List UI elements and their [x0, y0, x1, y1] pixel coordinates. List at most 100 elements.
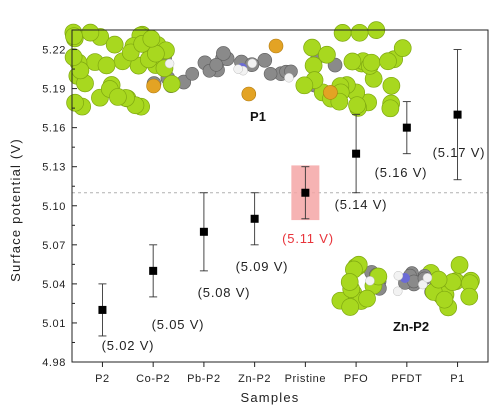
plot-frame — [71, 29, 489, 363]
data-marker — [453, 110, 462, 119]
fluorine-atom — [303, 38, 321, 57]
data-label-PFO: (5.14 V) — [335, 197, 388, 212]
y-axis-title: Surface potential (V) — [8, 138, 23, 282]
fluorine-atom — [381, 99, 400, 118]
sulfur-atom — [323, 85, 338, 100]
carbon-atom — [216, 46, 231, 61]
fluorine-atom — [348, 96, 366, 115]
molecule-picture — [331, 255, 480, 317]
fluorine-atom — [358, 289, 376, 308]
data-label-Co-P2: (5.05 V) — [152, 317, 205, 332]
data-point-Co-P2 — [149, 244, 158, 298]
x-ticks: P2 Co-P2 Pb-P2 Zn-P2 Pristine PFO PFDT P1 — [95, 362, 465, 385]
fluorine-atom — [460, 287, 479, 306]
fluorine-atom — [64, 48, 83, 66]
fluorine-atom — [343, 52, 362, 71]
data-marker — [199, 227, 208, 236]
fluorine-atom — [142, 29, 161, 48]
data-point-P1 — [453, 49, 462, 181]
molecule-label-bottom: Zn-P2 — [393, 319, 429, 334]
fluorine-atom — [379, 52, 397, 71]
y-tick-label: 5.04 — [42, 279, 66, 291]
y-tick-label: 4.98 — [42, 357, 66, 369]
hydrogen-atom — [247, 58, 257, 69]
hydrogen-atom — [164, 58, 175, 69]
fluorine-atom — [147, 44, 165, 63]
molecule-picture — [64, 21, 412, 118]
molecule-insets — [64, 21, 480, 317]
fluorine-atom — [66, 93, 84, 112]
fluorine-atom — [81, 23, 100, 42]
data-labels: (5.02 V) (5.05 V) (5.08 V) (5.09 V) (5.11 V)… — [102, 145, 486, 353]
y-tick-label: 5.19 — [42, 84, 66, 96]
fluorine-atom — [340, 273, 359, 291]
fluorine-atom — [109, 88, 127, 106]
y-tick-label: 5.07 — [42, 240, 66, 252]
hydrogen-atom — [233, 64, 243, 74]
x-tick-label: P1 — [450, 373, 465, 385]
hydrogen-atom — [418, 279, 428, 290]
fluorine-atom — [65, 27, 83, 46]
data-label-P1: (5.17 V) — [433, 145, 486, 160]
data-points — [98, 49, 462, 337]
carbon-atom — [209, 58, 224, 72]
data-point-Zn-P2 — [250, 192, 259, 246]
fluorine-atom — [162, 75, 181, 93]
data-label-PFDT: (5.16 V) — [375, 165, 428, 180]
carbon-atom — [185, 67, 200, 81]
data-label-Zn-P2: (5.09 V) — [236, 259, 289, 274]
fluorine-atom — [105, 35, 124, 54]
fluorine-atom — [393, 39, 412, 57]
fluorine-atom — [97, 56, 116, 75]
carbon-atom — [263, 66, 278, 81]
sulfur-atom — [268, 38, 284, 54]
x-tick-label: P2 — [95, 373, 110, 385]
data-label-P2: (5.02 V) — [102, 338, 155, 353]
data-point-PFO — [352, 114, 361, 194]
molecule-label-top: P1 — [250, 109, 266, 124]
data-label-Pb-P2: (5.08 V) — [198, 285, 251, 300]
data-point-PFDT — [402, 101, 411, 155]
x-tick-label: Co-P2 — [136, 373, 170, 385]
y-ticks: 4.98 5.01 5.04 5.07 5.10 5.13 5.16 5.19 5.22 — [42, 45, 77, 369]
data-marker — [352, 149, 361, 158]
y-tick-label: 5.22 — [42, 45, 66, 57]
fluorine-atom — [333, 24, 352, 42]
fluorine-atom — [341, 298, 360, 316]
y-tick-label: 5.13 — [42, 162, 66, 174]
sulfur-atom — [241, 86, 257, 102]
fluorine-atom — [450, 256, 469, 274]
hydrogen-atom — [365, 276, 375, 286]
fluorine-atom — [382, 76, 401, 95]
data-marker — [301, 188, 310, 197]
fluorine-atom — [435, 290, 454, 309]
data-marker — [402, 123, 411, 132]
data-marker — [98, 305, 107, 314]
data-label-Pristine: (5.11 V) — [282, 231, 334, 246]
x-tick-label: Zn-P2 — [238, 373, 271, 385]
x-axis-title: Samples — [241, 390, 300, 405]
data-marker — [250, 214, 259, 223]
fluorine-atom — [350, 23, 369, 42]
y-tick-label: 5.01 — [42, 318, 66, 330]
sulfur-atom — [146, 78, 161, 94]
y-tick-label: 5.10 — [42, 201, 66, 213]
carbon-atom — [257, 53, 273, 68]
fluorine-atom — [429, 270, 448, 289]
hydrogen-atom — [422, 273, 433, 283]
fluorine-atom — [295, 76, 314, 95]
axes — [71, 29, 489, 363]
fluorine-atom — [318, 45, 336, 64]
hydrogen-atom — [393, 286, 403, 297]
hydrogen-atom — [393, 271, 404, 281]
data-point-Pb-P2 — [199, 192, 208, 272]
x-tick-label: Pristine — [285, 373, 326, 385]
data-point-P2 — [98, 283, 107, 337]
x-tick-label: PFO — [344, 373, 368, 385]
data-marker — [149, 266, 158, 275]
x-tick-label: PFDT — [391, 373, 422, 385]
data-point-Pristine — [301, 166, 310, 220]
x-tick-label: Pb-P2 — [187, 373, 221, 385]
